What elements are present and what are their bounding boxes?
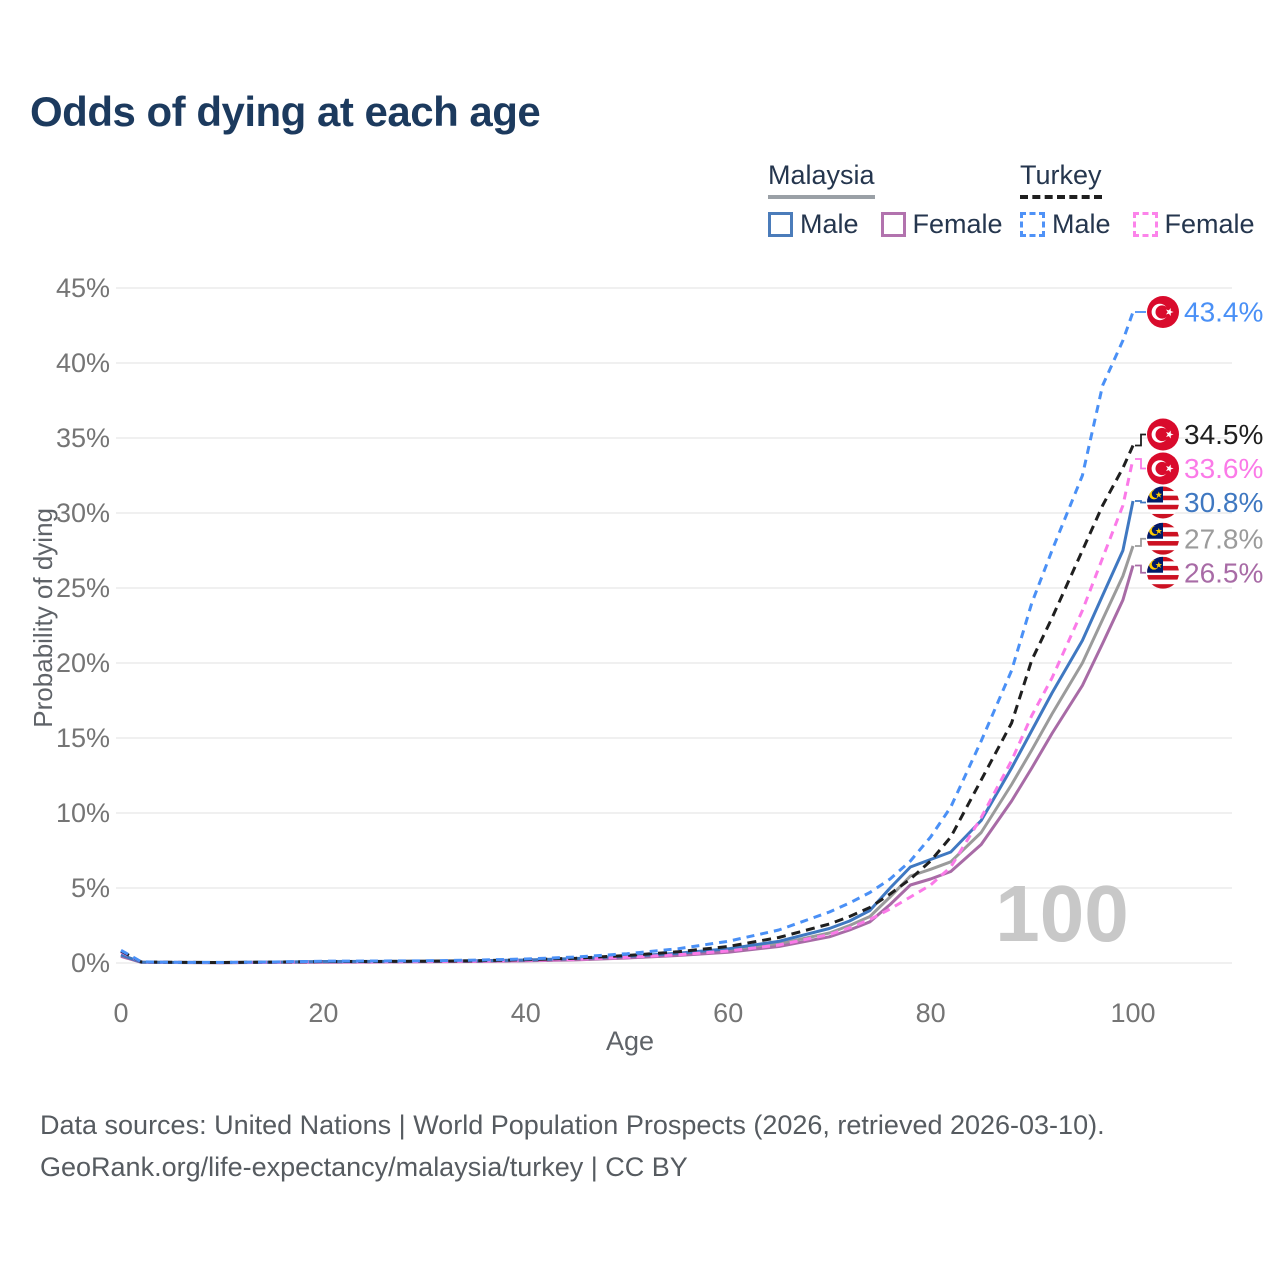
malaysia-flag-icon (1147, 487, 1179, 519)
malaysia-flag-icon (1147, 523, 1179, 555)
series-line-turkey-male (120, 311, 1135, 964)
y-tick-label: 10% (56, 798, 110, 828)
malaysia-female-swatch-icon (880, 212, 906, 237)
x-tick-label: 40 (511, 998, 541, 1028)
series-line-malaysia-female (120, 565, 1135, 965)
series-line-turkey-female (120, 458, 1135, 964)
end-value-label: 30.8% (1184, 487, 1263, 518)
y-tick-label: 15% (56, 723, 110, 753)
turkey-male-swatch-icon (1020, 212, 1045, 237)
footer: Data sources: United Nations | World Pop… (40, 1104, 1105, 1188)
y-tick-label: 35% (56, 423, 110, 453)
y-tick-label: 20% (56, 648, 110, 678)
x-tick-label: 100 (1110, 998, 1155, 1028)
legend-item-label: Male (1052, 209, 1111, 239)
end-value-label: 27.8% (1184, 523, 1263, 554)
footer-data-sources: Data sources: United Nations | World Pop… (40, 1110, 1105, 1140)
end-value-label: 26.5% (1184, 557, 1263, 588)
legend-item-label: Male (800, 209, 859, 239)
turkey-flag-icon (1147, 296, 1179, 328)
y-tick-label: 5% (71, 873, 110, 903)
legend-country-malaysia: Malaysia (768, 160, 875, 199)
legend-country-turkey: Turkey (1020, 160, 1102, 199)
legend-group-malaysia: Malaysia Male Female (768, 160, 1025, 240)
series-line-malaysia-male (120, 500, 1135, 964)
end-value-label: 33.6% (1184, 453, 1263, 484)
malaysia-flag-icon (1147, 557, 1179, 589)
end-value-label: 43.4% (1184, 297, 1263, 328)
turkey-female-swatch-icon (1132, 212, 1158, 237)
y-tick-label: 40% (56, 348, 110, 378)
end-value-label: 34.5% (1184, 419, 1263, 450)
turkey-flag-icon (1147, 418, 1179, 451)
legend-item-turkey-male[interactable]: Male (1020, 209, 1111, 240)
x-tick-label: 0 (113, 998, 128, 1028)
y-tick-label: 45% (56, 273, 110, 303)
y-axis-title: Probability of dying (28, 508, 58, 728)
legend-group-turkey: Turkey Male Female (1020, 160, 1277, 240)
watermark-age: 100 (995, 869, 1128, 958)
legend-item-malaysia-male[interactable]: Male (768, 209, 859, 240)
series-line-turkey (120, 444, 1135, 964)
x-tick-label: 60 (713, 998, 743, 1028)
label-leader-line (1135, 433, 1146, 447)
label-leader-line (1135, 564, 1146, 574)
y-tick-label: 25% (56, 573, 110, 603)
x-tick-label: 20 (308, 998, 338, 1028)
x-tick-label: 80 (916, 998, 946, 1028)
label-leader-line (1135, 537, 1146, 547)
footer-attribution: GeoRank.org/life-expectancy/malaysia/tur… (40, 1152, 688, 1182)
malaysia-male-swatch-icon (768, 212, 793, 237)
page-title: Odds of dying at each age (30, 88, 541, 135)
legend-item-label: Female (1164, 209, 1255, 239)
x-axis-title: Age (605, 1026, 655, 1056)
series-line-malaysia (120, 545, 1135, 965)
legend-item-malaysia-female[interactable]: Female (880, 209, 1003, 240)
turkey-flag-icon (1147, 452, 1179, 485)
y-tick-label: 30% (56, 498, 110, 528)
y-tick-label: 0% (71, 948, 110, 978)
legend-item-turkey-female[interactable]: Female (1132, 209, 1255, 240)
label-leader-line (1135, 458, 1146, 470)
label-leader-line (1135, 500, 1146, 504)
legend-item-label: Female (912, 209, 1003, 239)
